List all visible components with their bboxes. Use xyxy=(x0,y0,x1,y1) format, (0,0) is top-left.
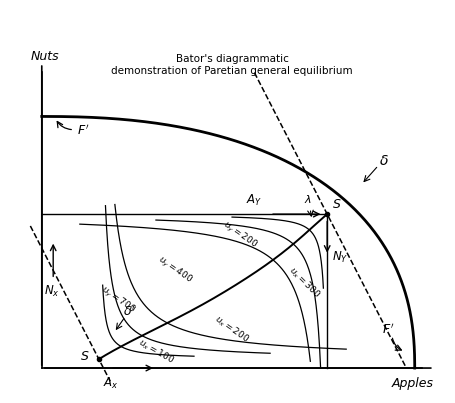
Text: $\delta$: $\delta$ xyxy=(379,154,389,168)
Text: $u_x=300$: $u_x=300$ xyxy=(286,264,323,301)
Text: $N_Y$: $N_Y$ xyxy=(332,249,348,265)
Text: $F'$: $F'$ xyxy=(77,124,90,139)
Text: $F'$: $F'$ xyxy=(382,322,394,337)
Text: $u_y=200$: $u_y=200$ xyxy=(220,218,259,251)
Text: $u_x=100$: $u_x=100$ xyxy=(136,337,176,367)
Text: $u_y=700$: $u_y=700$ xyxy=(98,283,138,317)
Text: $\delta'$: $\delta'$ xyxy=(123,305,136,319)
Text: $S$: $S$ xyxy=(332,198,341,211)
Text: $u_y=400$: $u_y=400$ xyxy=(155,254,195,287)
Text: $\lambda$: $\lambda$ xyxy=(304,193,312,205)
Text: $N_x$: $N_x$ xyxy=(44,284,60,299)
Text: Apples: Apples xyxy=(392,377,434,390)
Text: $u_x=200$: $u_x=200$ xyxy=(212,313,252,346)
Text: Bator's diagrammatic
demonstration of Paretian general equilibrium: Bator's diagrammatic demonstration of Pa… xyxy=(111,54,353,76)
Text: Nuts: Nuts xyxy=(30,50,59,63)
Text: $S$: $S$ xyxy=(80,350,89,363)
Text: $A_Y$: $A_Y$ xyxy=(246,193,263,208)
Text: $A_x$: $A_x$ xyxy=(103,376,118,391)
